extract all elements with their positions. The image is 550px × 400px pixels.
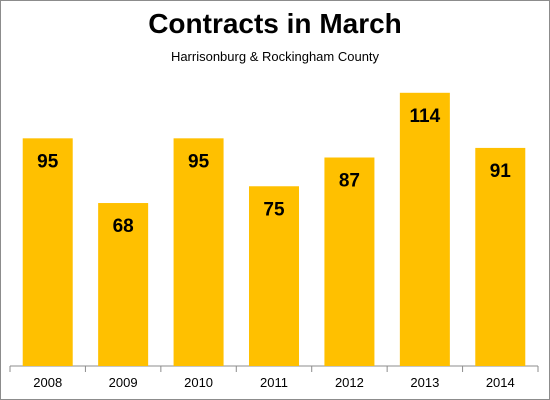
- data-label-2014: 91: [490, 161, 512, 182]
- bar-2014: [475, 147, 526, 366]
- x-tick-label-2009: 2009: [109, 375, 138, 390]
- x-tick-label-2013: 2013: [410, 375, 439, 390]
- data-label-2010: 95: [188, 151, 210, 172]
- chart-subtitle: Harrisonburg & Rockingham County: [170, 49, 380, 64]
- x-tick-label-2014: 2014: [486, 375, 515, 390]
- x-tick-label-2011: 2011: [260, 375, 288, 390]
- data-label-2011: 75: [263, 199, 285, 220]
- data-label-2013: 114: [410, 106, 441, 127]
- x-tick-label-2010: 2010: [184, 375, 213, 390]
- chart-title: Contracts in March: [148, 8, 402, 39]
- bar-2008: [22, 138, 73, 366]
- x-tick-label-2008: 2008: [33, 375, 62, 390]
- bar-2012: [324, 157, 375, 366]
- data-label-2012: 87: [339, 171, 360, 192]
- bar-2011: [249, 186, 299, 366]
- bar-2009: [98, 203, 149, 366]
- bar-2013: [399, 92, 450, 367]
- data-label-2009: 68: [113, 216, 134, 237]
- x-tick-label-2012: 2012: [335, 375, 364, 390]
- data-label-2008: 95: [37, 151, 59, 172]
- bar-2010: [173, 138, 224, 366]
